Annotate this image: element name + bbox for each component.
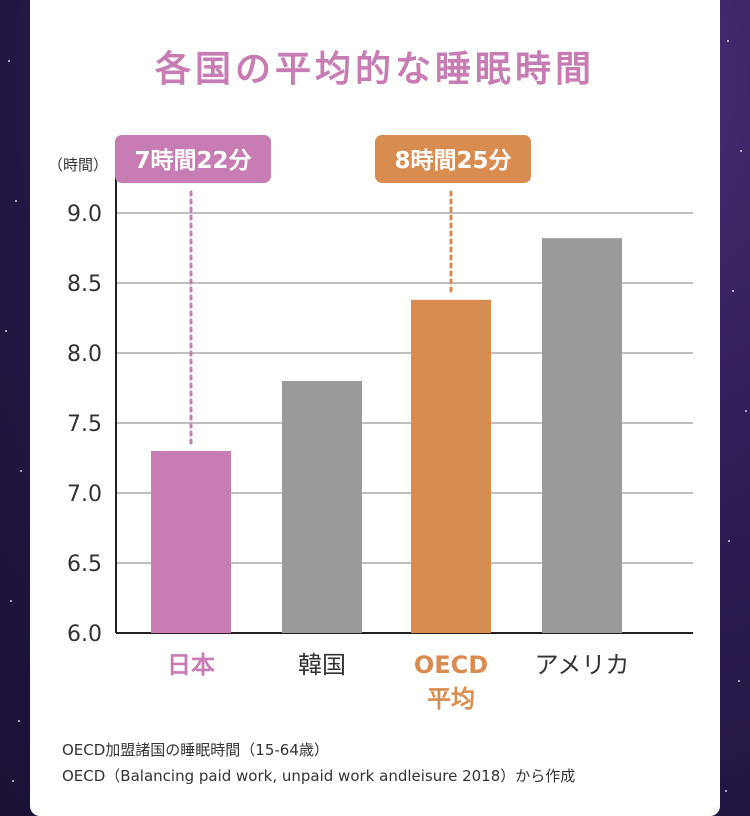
y-tick-label: 7.5 [67,412,102,437]
y-axis-label: （時間） [48,156,108,174]
star [8,60,10,62]
star [18,720,20,722]
star [740,150,742,152]
annotation-badge [115,135,271,183]
chart-card: 各国の平均的な睡眠時間 （時間） 6.0 6.5 7.0 7.5 8.0 8.5 9.0 日本 韓… [30,0,720,816]
y-tick-label: 6.5 [67,552,102,577]
star [728,540,730,542]
star [12,780,14,782]
x-tick-label: アメリカ [535,651,630,679]
x-tick-label: 韓国 [298,651,346,679]
y-tick-label: 7.0 [67,482,102,507]
star [738,680,740,682]
bar-korea [282,381,362,633]
star [732,290,734,292]
annotation-badge [375,135,531,183]
star [745,410,747,412]
bar-chart: （時間） 6.0 6.5 7.0 7.5 8.0 8.5 9.0 日本 韓国 OECD 平均 アメリカ 7… [48,135,693,713]
y-tick-label: 9.0 [67,202,102,227]
source-notes: OECD加盟諸国の睡眠時間（15-64歳） OECD（Balancing pai… [62,737,575,789]
annotation-label: 7時間22分 [134,148,251,174]
x-tick-label: OECD [414,651,488,679]
bar-oecd [411,299,491,633]
star [727,40,729,42]
y-tick-label: 8.0 [67,342,102,367]
star [15,200,17,202]
star [20,470,22,472]
star [725,790,727,792]
page-title: 各国の平均的な睡眠時間 [154,49,595,90]
annotation-label: 8時間25分 [394,148,511,174]
y-tick-label: 6.0 [67,622,102,647]
note-line-2: OECD（Balancing paid work, unpaid work an… [62,767,576,785]
star [5,330,7,332]
x-tick-label: 日本 [167,651,215,679]
x-tick-label: 平均 [427,685,475,713]
bar-usa [542,238,622,633]
bar-japan [151,451,231,633]
star [10,600,12,602]
note-line-1: OECD加盟諸国の睡眠時間（15-64歳） [62,741,329,759]
y-tick-label: 8.5 [67,272,102,297]
